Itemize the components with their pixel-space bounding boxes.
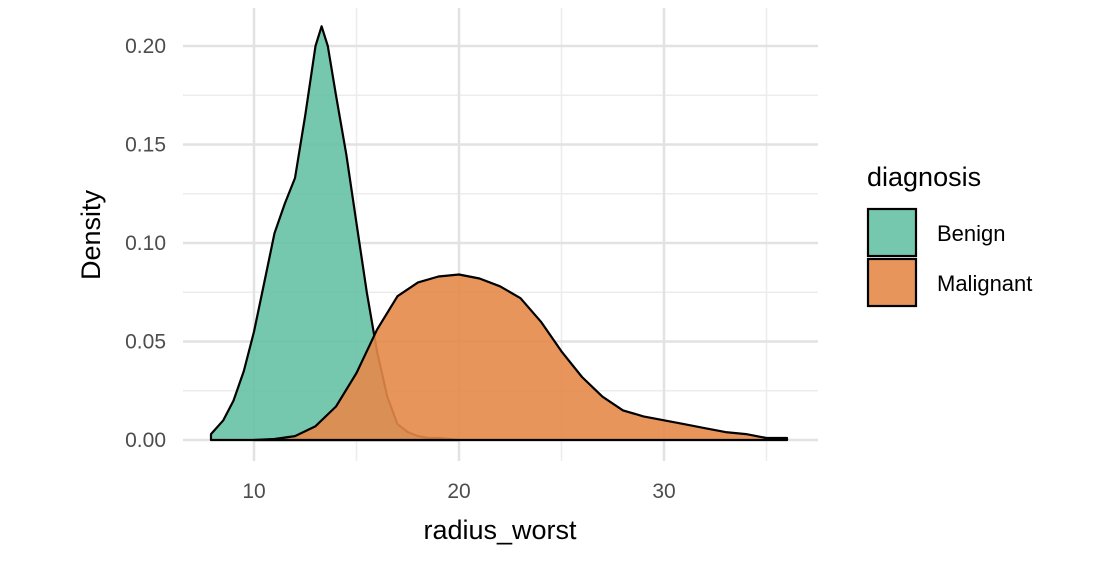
legend-title: diagnosis (867, 162, 981, 192)
x-tick-label: 20 (447, 480, 470, 503)
y-axis-title: Density (76, 189, 106, 280)
legend-label-benign: Benign (937, 221, 1006, 246)
y-axis-tick-labels: 0.00 0.05 0.10 0.15 0.20 (125, 35, 166, 452)
density-areas (209, 25, 789, 442)
x-tick-label: 10 (242, 480, 265, 503)
legend-swatch-benign (866, 207, 918, 258)
legend-label-malignant: Malignant (937, 271, 1032, 296)
density-area-malignant (252, 273, 789, 442)
legend: diagnosis Benign Malignant (866, 162, 1032, 308)
y-tick-label: 0.10 (125, 232, 166, 255)
legend-swatch-malignant (866, 257, 918, 308)
x-axis-title: radius_worst (423, 515, 577, 545)
y-tick-label: 0.15 (125, 134, 166, 157)
x-tick-label: 30 (652, 480, 675, 503)
x-axis-tick-labels: 10 20 30 (242, 480, 675, 503)
y-tick-label: 0.00 (125, 429, 166, 452)
y-tick-label: 0.05 (125, 331, 166, 354)
y-tick-label: 0.20 (125, 35, 166, 58)
